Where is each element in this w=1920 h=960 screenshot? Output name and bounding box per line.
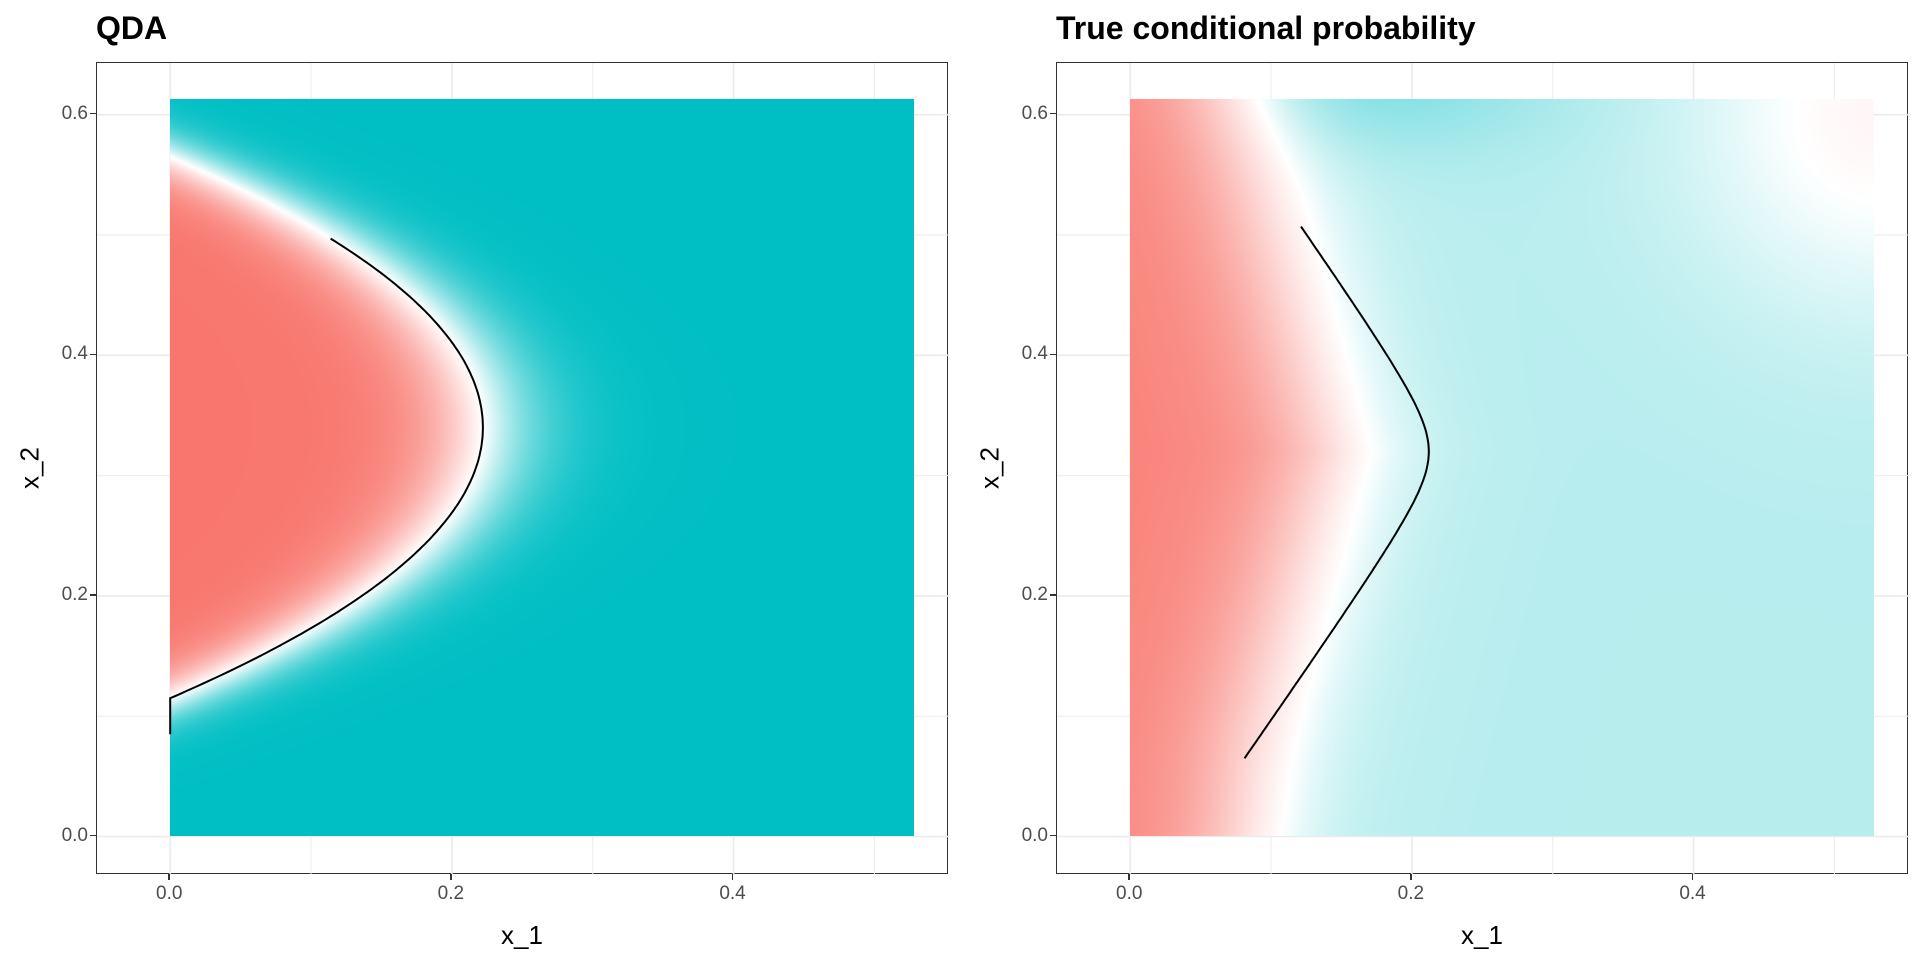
- plot-area: [1056, 62, 1908, 874]
- y-tick-mark: [90, 835, 96, 837]
- x-tick-label: 0.0: [139, 884, 199, 904]
- y-tick-mark: [1050, 354, 1056, 356]
- decision-boundary: [97, 63, 949, 875]
- y-axis-label: x_2: [15, 447, 46, 489]
- y-axis-label: x_2: [975, 447, 1006, 489]
- x-tick-label: 0.0: [1099, 884, 1159, 904]
- y-tick-label: 0.2: [18, 585, 88, 605]
- decision-boundary-line: [170, 239, 483, 735]
- x-axis-label: x_1: [96, 920, 948, 951]
- x-tick-mark: [1128, 874, 1130, 880]
- chart-title: True conditional probability: [1056, 10, 1476, 47]
- x-tick-mark: [1410, 874, 1412, 880]
- x-tick-mark: [732, 874, 734, 880]
- y-tick-mark: [90, 113, 96, 115]
- decision-boundary: [1057, 63, 1909, 875]
- y-tick-label: 0.0: [18, 826, 88, 846]
- qda-panel: QDA 0.0 0.2 0.4 0.6 0.0 0.2 0.4 x_1 x_2: [0, 0, 960, 960]
- true-probability-panel: True conditional probability 0.0 0.2 0.4 0.…: [960, 0, 1920, 960]
- x-tick-mark: [1692, 874, 1694, 880]
- x-tick-label: 0.2: [421, 884, 481, 904]
- chart-title: QDA: [96, 10, 167, 47]
- y-tick-mark: [90, 354, 96, 356]
- plot-area: [96, 62, 948, 874]
- y-tick-label: 0.0: [978, 826, 1048, 846]
- y-tick-label: 0.2: [978, 585, 1048, 605]
- y-tick-mark: [90, 594, 96, 596]
- y-tick-label: 0.4: [978, 344, 1048, 364]
- y-tick-mark: [1050, 594, 1056, 596]
- x-tick-label: 0.4: [1663, 884, 1723, 904]
- y-tick-mark: [1050, 835, 1056, 837]
- decision-boundary-line: [1245, 227, 1429, 759]
- x-tick-mark: [450, 874, 452, 880]
- x-axis-label: x_1: [1056, 920, 1908, 951]
- x-tick-label: 0.4: [703, 884, 763, 904]
- y-tick-label: 0.6: [18, 104, 88, 124]
- y-tick-label: 0.6: [978, 104, 1048, 124]
- x-tick-label: 0.2: [1381, 884, 1441, 904]
- y-tick-mark: [1050, 113, 1056, 115]
- y-tick-label: 0.4: [18, 344, 88, 364]
- x-tick-mark: [168, 874, 170, 880]
